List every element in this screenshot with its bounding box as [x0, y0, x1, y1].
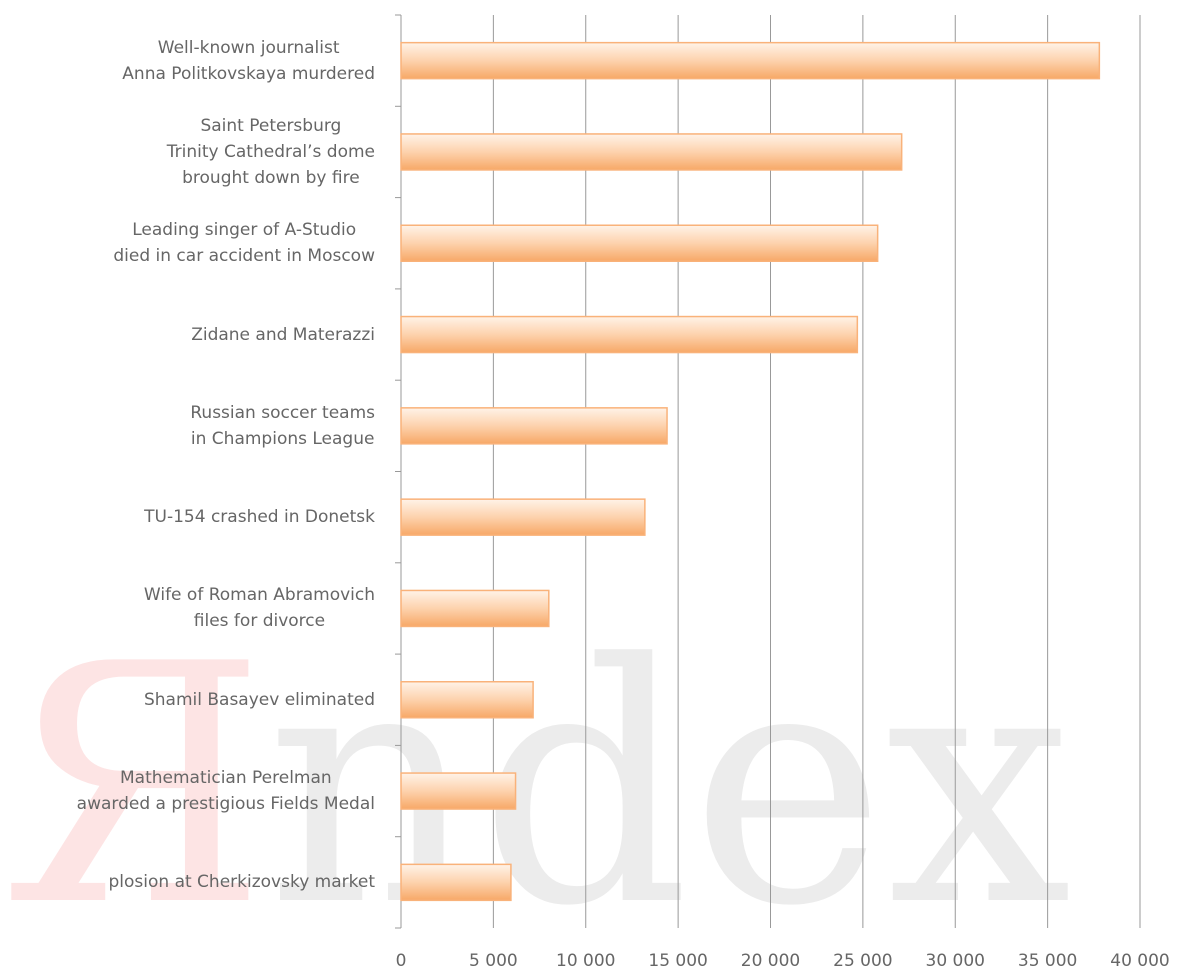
x-tick-label: 10 000: [556, 951, 615, 971]
bar: [400, 772, 517, 810]
x-tick-label: 15 000: [648, 951, 707, 971]
y-tick-label: plosion at Cherkizovsky market: [108, 872, 376, 893]
y-tick-label: TU-154 crashed in Donetsk: [144, 507, 375, 528]
x-tick-label: 25 000: [833, 951, 892, 971]
x-tick-label: 35 000: [1018, 951, 1077, 971]
bar: [400, 224, 879, 262]
bar: [400, 589, 550, 628]
bar: [400, 407, 668, 445]
bar: [400, 498, 646, 536]
bar: [400, 41, 1101, 80]
y-tick-label: Zidane and Materazzi: [191, 324, 375, 345]
y-tick-label: Well-known journalist Anna Politkovskaya…: [122, 37, 375, 84]
watermark-ndex: ndex: [267, 594, 1072, 971]
bar: [400, 315, 859, 354]
x-tick-label: 20 000: [741, 951, 800, 971]
x-tick-label: 5 000: [469, 951, 518, 971]
y-tick-label: Leading singer of A-Studio died in car a…: [113, 220, 375, 267]
y-tick-label: Wife of Roman Abramovich files for divor…: [143, 585, 375, 632]
bar: [400, 681, 534, 719]
bar: [400, 133, 903, 171]
bar: [400, 863, 512, 902]
y-tick-label: Mathematician Perelman awarded a prestig…: [76, 768, 375, 815]
y-tick-label: Shamil Basayev eliminated: [143, 689, 375, 710]
x-tick-label: 0: [396, 951, 407, 971]
y-tick-label: Russian soccer teams in Champions League: [190, 402, 375, 449]
y-tick-label: Saint Petersburg Trinity Cathedral’s dom…: [166, 115, 375, 188]
x-tick-label: 40 000: [1110, 951, 1169, 971]
watermark-ya: Я: [0, 594, 267, 971]
x-tick-label: 30 000: [926, 951, 985, 971]
